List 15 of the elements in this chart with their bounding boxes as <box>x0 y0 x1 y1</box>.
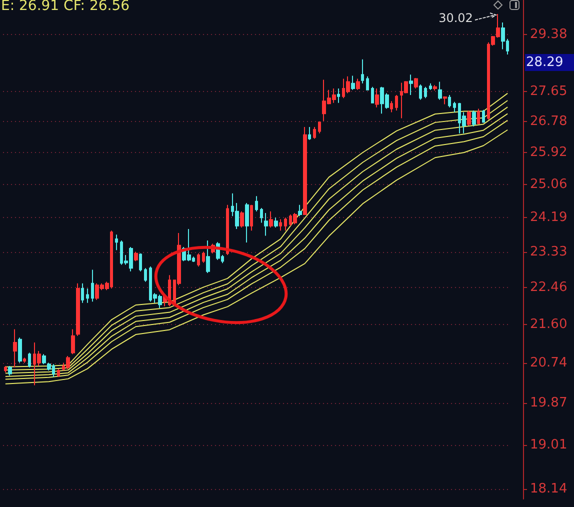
y-tick-label: 18.14 <box>530 482 568 497</box>
y-tick-label: 21.60 <box>530 316 568 332</box>
annotation: 30.02 <box>438 11 473 26</box>
y-tick-label: 20.74 <box>530 355 568 370</box>
y-tick-label: 25.92 <box>530 145 568 160</box>
y-tick-label: 27.65 <box>530 84 568 100</box>
y-tick-label: 23.33 <box>530 244 568 260</box>
y-tick-label: 26.78 <box>530 114 568 130</box>
y-tick-label: 29.38 <box>530 26 568 42</box>
y-tick-label: 24.19 <box>530 210 568 226</box>
y-tick-label: 19.87 <box>530 396 568 411</box>
y-tick-label: 19.01 <box>530 437 568 452</box>
y-tick-label: 22.46 <box>530 280 568 296</box>
text: 28.29 <box>525 54 574 71</box>
y-tick-label: 25.06 <box>530 176 568 192</box>
